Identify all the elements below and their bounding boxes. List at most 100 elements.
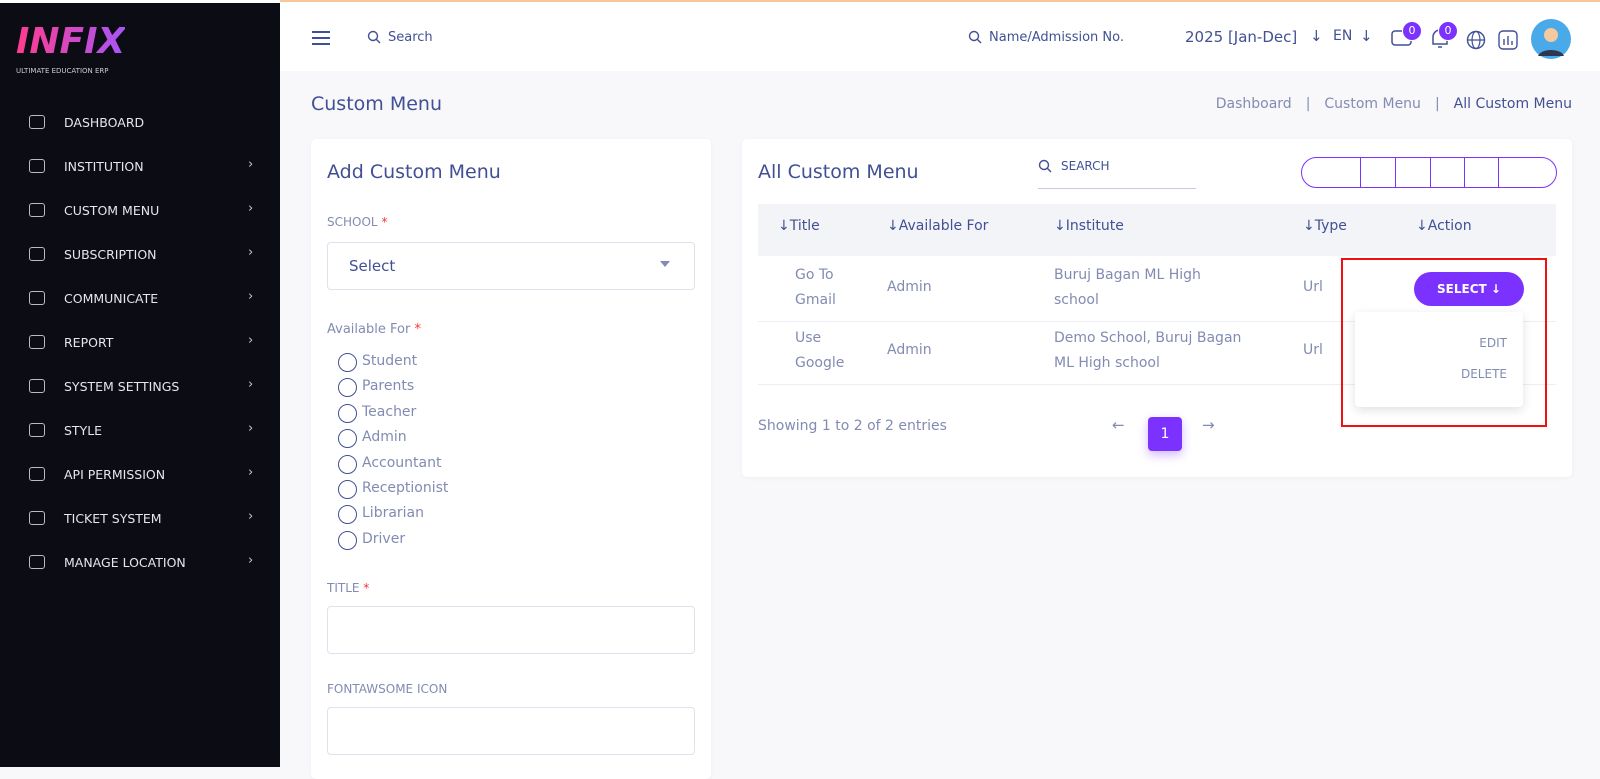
menu-icon bbox=[29, 467, 45, 481]
school-label: SCHOOL * bbox=[327, 215, 388, 229]
school-select[interactable]: Select bbox=[327, 242, 695, 290]
menu-icon bbox=[29, 291, 45, 305]
menu-item[interactable]: CUSTOM MENU bbox=[64, 203, 160, 218]
message-badge: 0 bbox=[1402, 21, 1422, 41]
menu-icon bbox=[29, 247, 45, 261]
radio-label: Admin bbox=[362, 429, 407, 446]
form-title: Add Custom Menu bbox=[327, 161, 501, 183]
chevron: › bbox=[248, 333, 254, 348]
dropdown-item[interactable]: DELETE bbox=[1460, 367, 1507, 381]
menu-item[interactable]: INSTITUTION bbox=[64, 159, 144, 174]
icon-label: FONTAWSOME ICON bbox=[327, 682, 448, 696]
radio-label: Driver bbox=[362, 530, 406, 547]
menu-item[interactable]: STYLE bbox=[64, 423, 103, 438]
menu-item[interactable]: REPORT bbox=[64, 335, 114, 350]
title-input[interactable] bbox=[327, 606, 695, 654]
radio[interactable] bbox=[338, 403, 357, 423]
dropdown-item[interactable]: EDIT bbox=[1479, 336, 1507, 350]
radio-label: Receptionist bbox=[362, 480, 449, 496]
radio-label: Accountant bbox=[362, 454, 442, 471]
logo: INFIX bbox=[16, 21, 126, 62]
breadcrumb: All Custom Menu bbox=[1453, 96, 1572, 112]
table-head bbox=[758, 204, 1556, 256]
language[interactable]: EN bbox=[1333, 28, 1353, 44]
breadcrumbs: Dashboard | Custom Menu | All Custom Menu bbox=[1215, 96, 1572, 112]
table-cell: Admin bbox=[887, 342, 932, 358]
chevron: › bbox=[248, 509, 254, 524]
menu-item[interactable]: API PERMISSION bbox=[64, 467, 166, 482]
student-search[interactable]: Name/Admission No. bbox=[989, 30, 1124, 45]
search-icon bbox=[1038, 159, 1052, 173]
radio[interactable] bbox=[338, 429, 357, 449]
chevron: › bbox=[248, 289, 254, 304]
table-cell: Admin bbox=[887, 279, 932, 295]
radio[interactable] bbox=[338, 480, 357, 499]
menu-icon bbox=[29, 115, 45, 129]
dropdown: EDIT DELETE bbox=[1355, 312, 1523, 407]
search-underline bbox=[1038, 188, 1196, 189]
chevron: › bbox=[248, 421, 254, 436]
prev-page[interactable]: ← bbox=[1112, 416, 1125, 434]
radio[interactable] bbox=[338, 454, 357, 474]
column-header[interactable]: ↓Institute bbox=[1054, 218, 1124, 234]
header: Search Name/Admission No. 2025 [Jan-Dec]… bbox=[280, 0, 1600, 71]
column-header[interactable]: ↓Action bbox=[1416, 218, 1472, 234]
table-cell: Demo School, Buruj Bagan ML High school bbox=[1054, 330, 1242, 371]
table-cell: Url bbox=[1303, 279, 1323, 295]
column-label: Available For bbox=[898, 218, 989, 234]
column-header[interactable]: ↓Type bbox=[1303, 218, 1347, 234]
breadcrumb[interactable]: Dashboard bbox=[1215, 96, 1292, 112]
menu-icon bbox=[29, 203, 45, 217]
chevron: › bbox=[248, 553, 254, 568]
radio-label: Librarian bbox=[362, 505, 425, 522]
available-label: Available For * bbox=[327, 322, 421, 337]
arrow: ↓ bbox=[1310, 27, 1323, 45]
menu-item[interactable]: MANAGE LOCATION bbox=[64, 555, 186, 570]
highlight-box bbox=[1341, 258, 1547, 427]
avatar[interactable] bbox=[1530, 18, 1572, 60]
column-header[interactable]: ↓Available For bbox=[887, 218, 989, 234]
radio-label: Student bbox=[362, 353, 418, 369]
radio[interactable] bbox=[338, 530, 357, 550]
menu-item[interactable]: COMMUNICATE bbox=[64, 291, 159, 306]
page-title: Custom Menu bbox=[311, 93, 442, 115]
table-title: All Custom Menu bbox=[758, 161, 919, 183]
logo-tagline: ULTIMATE EDUCATION ERP bbox=[16, 67, 109, 75]
arrow: ↓ bbox=[1360, 27, 1373, 45]
column-label: Institute bbox=[1065, 218, 1124, 234]
radio[interactable] bbox=[338, 353, 357, 372]
table-cell: Url bbox=[1303, 342, 1323, 358]
radio-label: Parents bbox=[362, 378, 415, 395]
radio[interactable] bbox=[338, 378, 357, 398]
search-icon bbox=[367, 30, 381, 44]
chevron: › bbox=[248, 157, 254, 172]
session[interactable]: 2025 [Jan-Dec] bbox=[1185, 28, 1298, 46]
chevron: › bbox=[248, 465, 254, 480]
breadcrumb[interactable]: Custom Menu bbox=[1324, 96, 1421, 112]
menu-icon bbox=[29, 423, 45, 437]
menu-icon bbox=[29, 379, 45, 393]
search-icon bbox=[968, 30, 982, 44]
column-label: Action bbox=[1427, 218, 1472, 234]
icon-input[interactable] bbox=[327, 707, 695, 755]
globe-icon[interactable] bbox=[1466, 30, 1486, 50]
table-card: All Custom Menu SEARCH Showing 1 to 2 of… bbox=[742, 139, 1572, 477]
menu-item[interactable]: TICKET SYSTEM bbox=[64, 511, 162, 526]
menu-item[interactable]: DASHBOARD bbox=[64, 115, 145, 130]
next-page[interactable]: → bbox=[1202, 416, 1215, 434]
search[interactable]: Search bbox=[388, 30, 433, 45]
menu-icon bbox=[29, 555, 45, 569]
export-buttons[interactable] bbox=[1301, 157, 1557, 188]
hamburger[interactable] bbox=[312, 30, 330, 46]
menu-item[interactable]: SUBSCRIPTION bbox=[64, 247, 157, 262]
table-search[interactable]: SEARCH bbox=[1061, 159, 1110, 173]
table-cell: Buruj Bagan ML High school bbox=[1054, 267, 1201, 308]
menu-item[interactable]: SYSTEM SETTINGS bbox=[64, 379, 180, 394]
radio[interactable] bbox=[338, 505, 357, 525]
page-button[interactable]: 1 bbox=[1148, 417, 1182, 451]
action-button[interactable]: SELECT ↓ bbox=[1414, 272, 1524, 306]
chart-icon[interactable] bbox=[1498, 30, 1518, 50]
column-header[interactable]: ↓Title bbox=[778, 218, 820, 234]
table-cell: Go To Gmail bbox=[795, 267, 836, 308]
